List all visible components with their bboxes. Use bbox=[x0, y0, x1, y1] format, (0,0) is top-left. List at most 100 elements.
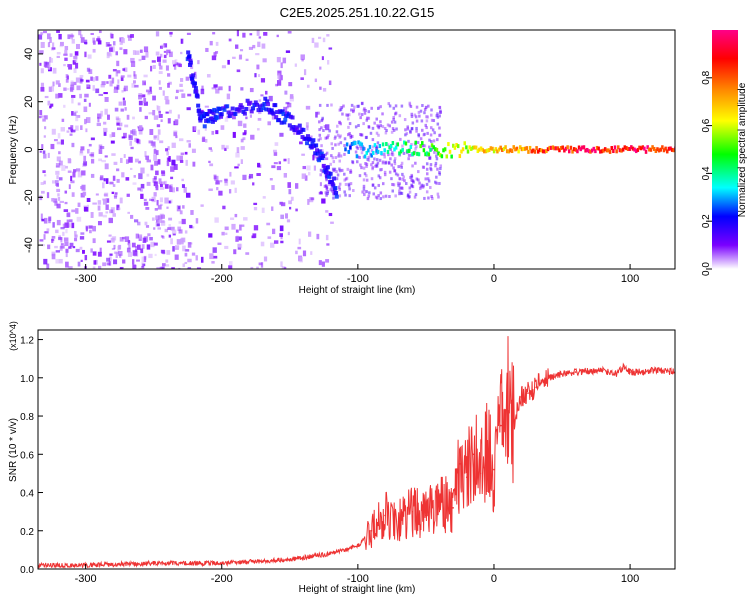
heatmap-speckle-cell bbox=[398, 182, 401, 186]
heatmap-noise-cell bbox=[65, 228, 68, 234]
heatmap-speckle-cell bbox=[365, 174, 368, 178]
snr-plot-area bbox=[38, 330, 675, 569]
heatmap-noise-cell bbox=[102, 214, 107, 218]
heatmap-noise-cell bbox=[42, 170, 46, 174]
heatmap-noise-cell bbox=[181, 184, 185, 188]
heatmap-speckle-cell bbox=[317, 138, 321, 142]
heatmap-zero-line-cell bbox=[582, 145, 586, 150]
heatmap-zero-line-cell bbox=[358, 141, 362, 146]
heatmap-speckle-cell bbox=[345, 113, 348, 117]
heatmap-noise-cell bbox=[115, 252, 118, 259]
heatmap-zero-line-cell bbox=[417, 152, 421, 157]
heatmap-speckle-cell bbox=[387, 102, 391, 106]
heatmap-trace-cell bbox=[253, 100, 258, 105]
heatmap-speckle-cell bbox=[402, 175, 405, 179]
heatmap-noise-cell bbox=[168, 81, 172, 85]
heatmap-speckle-cell bbox=[343, 172, 346, 176]
heatmap-noise-cell bbox=[141, 262, 144, 268]
heatmap-noise-cell bbox=[315, 111, 318, 118]
heatmap-zero-line-cell bbox=[486, 148, 489, 153]
heatmap-noise-cell bbox=[204, 127, 207, 131]
heatmap-noise-cell bbox=[104, 97, 109, 102]
heatmap-zero-line-cell bbox=[597, 146, 600, 151]
heatmap-noise-cell bbox=[104, 155, 108, 158]
heatmap-noise-cell bbox=[71, 222, 75, 229]
heatmap-noise-cell bbox=[237, 247, 241, 250]
heatmap-noise-cell bbox=[280, 261, 283, 267]
heatmap-noise-cell bbox=[268, 95, 273, 102]
heatmap-noise-cell bbox=[143, 256, 147, 263]
heatmap-noise-cell bbox=[128, 35, 132, 41]
heatmap-noise-cell bbox=[155, 51, 160, 56]
heatmap-speckle-cell bbox=[400, 161, 404, 165]
heatmap-trace-cell bbox=[301, 127, 306, 132]
heatmap-noise-cell bbox=[155, 170, 159, 176]
heatmap-speckle-cell bbox=[325, 187, 329, 191]
heatmap-noise-cell bbox=[117, 245, 120, 251]
heatmap-zero-line-cell bbox=[613, 145, 617, 150]
snr-y-tick-label: 1.2 bbox=[20, 336, 34, 347]
heatmap-speckle-cell bbox=[409, 129, 412, 133]
heatmap-noise-cell bbox=[210, 149, 213, 152]
heatmap-noise-cell bbox=[127, 251, 132, 257]
heatmap-noise-cell bbox=[40, 41, 45, 48]
heatmap-noise-cell bbox=[186, 107, 191, 111]
heatmap-noise-cell bbox=[102, 182, 105, 189]
heatmap-noise-cell bbox=[41, 115, 46, 118]
heatmap-noise-cell bbox=[262, 58, 267, 63]
heatmap-speckle-cell bbox=[329, 162, 332, 166]
figure-title: C2E5.2025.251.10.22.G15 bbox=[280, 5, 435, 20]
heatmap-noise-cell bbox=[88, 102, 91, 107]
heatmap-noise-cell bbox=[235, 236, 239, 242]
heatmap-speckle-cell bbox=[423, 196, 426, 200]
heatmap-trace-cell bbox=[245, 98, 250, 103]
heatmap-zero-line-cell bbox=[411, 152, 414, 157]
heatmap-noise-cell bbox=[164, 197, 169, 204]
heatmap-noise-cell bbox=[80, 149, 83, 154]
heatmap-noise-cell bbox=[69, 53, 73, 57]
heatmap-noise-cell bbox=[72, 246, 76, 249]
heatmap-noise-cell bbox=[255, 53, 260, 56]
heatmap-noise-cell bbox=[65, 78, 69, 83]
heatmap-noise-cell bbox=[174, 119, 179, 125]
heatmap-noise-cell bbox=[165, 259, 169, 263]
heatmap-noise-cell bbox=[55, 170, 60, 175]
heatmap-speckle-cell bbox=[349, 143, 352, 147]
heatmap-noise-cell bbox=[153, 149, 157, 156]
heatmap-speckle-cell bbox=[424, 106, 428, 110]
heatmap-speckle-cell bbox=[393, 120, 397, 124]
snr-x-tick-label: -200 bbox=[211, 573, 233, 585]
snr-point bbox=[479, 472, 482, 475]
heatmap-noise-cell bbox=[158, 62, 162, 66]
heatmap-noise-cell bbox=[79, 151, 84, 156]
heatmap-noise-cell bbox=[141, 256, 145, 263]
heatmap-zero-line-cell bbox=[574, 147, 578, 152]
heatmap-speckle-cell bbox=[378, 176, 382, 180]
heatmap-noise-cell bbox=[142, 237, 147, 243]
heatmap-zero-line-cell bbox=[618, 148, 622, 153]
heatmap-noise-cell bbox=[134, 84, 139, 88]
heatmap-noise-cell bbox=[231, 223, 236, 230]
snr-point bbox=[384, 514, 386, 517]
heatmap-speckle-cell bbox=[362, 166, 366, 170]
heatmap-noise-cell bbox=[235, 229, 239, 233]
heatmap-speckle-cell bbox=[349, 134, 352, 138]
heatmap-noise-cell bbox=[58, 235, 62, 240]
heatmap-noise-cell bbox=[224, 226, 229, 231]
heatmap-noise-cell bbox=[297, 246, 302, 250]
heatmap-noise-cell bbox=[182, 245, 186, 252]
heatmap-noise-cell bbox=[280, 62, 283, 69]
heatmap-zero-line-cell bbox=[592, 146, 596, 151]
heatmap-speckle-cell bbox=[377, 133, 380, 137]
heatmap-noise-cell bbox=[156, 223, 160, 227]
heatmap-zero-line-cell bbox=[447, 142, 450, 147]
heatmap-speckle-cell bbox=[406, 127, 410, 131]
heatmap-noise-cell bbox=[183, 186, 187, 193]
heatmap-noise-cell bbox=[325, 124, 330, 131]
heatmap-zero-line-cell bbox=[442, 148, 445, 153]
heatmap-noise-cell bbox=[60, 127, 65, 132]
heatmap-trace-cell bbox=[261, 106, 266, 111]
heatmap-speckle-cell bbox=[376, 141, 380, 145]
heatmap-speckle-cell bbox=[363, 193, 366, 197]
heatmap-noise-cell bbox=[159, 53, 163, 58]
